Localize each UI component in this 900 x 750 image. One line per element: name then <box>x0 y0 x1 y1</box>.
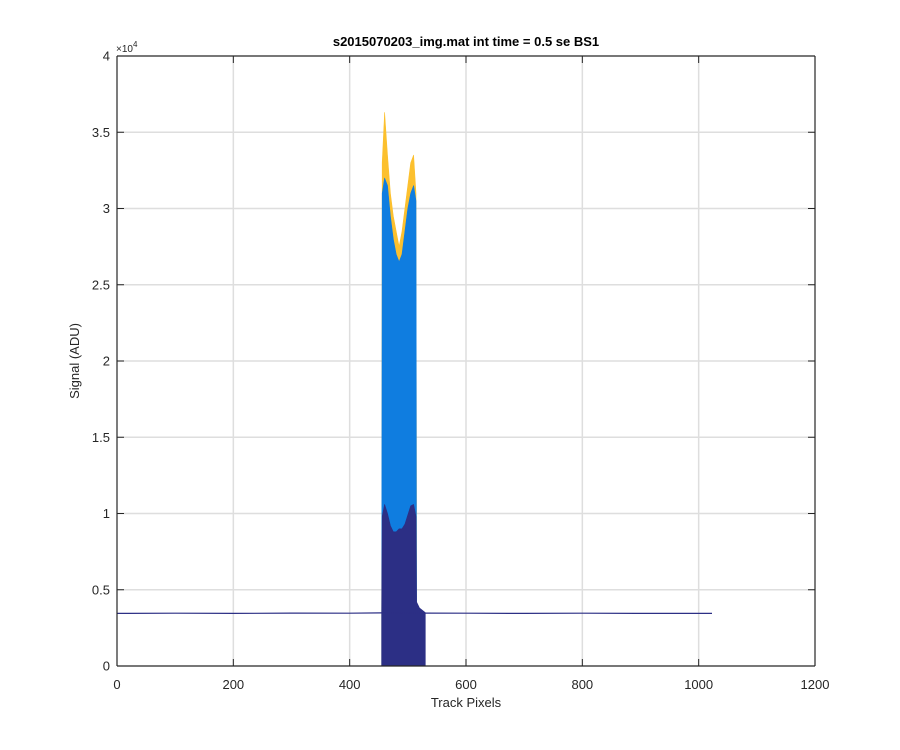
x-axis-label: Track Pixels <box>431 695 502 710</box>
y-tick-label: 2.5 <box>92 277 110 292</box>
y-tick-label: 4 <box>103 49 110 64</box>
y-tick-label: 0 <box>103 659 110 674</box>
x-tick-label: 200 <box>222 677 244 692</box>
y-tick-label: 3.5 <box>92 125 110 140</box>
y-axis-label: Signal (ADU) <box>67 323 82 399</box>
y-tick-label: 0.5 <box>92 582 110 597</box>
grid <box>117 56 815 666</box>
y-axis-exponent-power: 4 <box>133 40 138 49</box>
y-tick-label: 1.5 <box>92 430 110 445</box>
x-tick-label: 800 <box>571 677 593 692</box>
y-axis-exponent: ×104 <box>116 40 138 55</box>
chart-title: s2015070203_img.mat int time = 0.5 se BS… <box>333 34 599 49</box>
plot-area <box>116 112 712 667</box>
y-tick-label: 3 <box>103 201 110 216</box>
x-axis-ticks: 0 200 400 600 800 1000 1200 <box>113 56 829 692</box>
x-tick-label: 600 <box>455 677 477 692</box>
x-tick-label: 1000 <box>684 677 713 692</box>
y-axis-exponent-base: ×10 <box>116 44 133 55</box>
x-tick-label: 400 <box>339 677 361 692</box>
series-baseline-line <box>116 612 712 615</box>
y-tick-label: 2 <box>103 354 110 369</box>
y-axis-ticks: 0 0.5 1 1.5 2 2.5 3 3.5 4 <box>92 49 815 674</box>
y-tick-label: 1 <box>103 506 110 521</box>
series-area-3 <box>381 504 426 667</box>
x-tick-label: 0 <box>113 677 120 692</box>
x-tick-label: 1200 <box>801 677 830 692</box>
